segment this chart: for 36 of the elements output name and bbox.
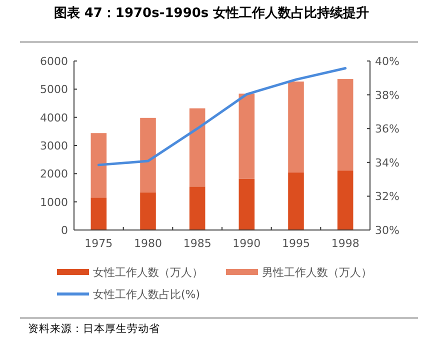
legend-label: 女性工作人数（万人） [93,266,203,279]
y-tick-label: 6000 [40,55,68,68]
bar [288,82,304,173]
legend-label: 男性工作人数（万人） [262,266,372,279]
bar [238,178,255,230]
legend-label: 女性工作人数占比(%) [93,288,200,301]
bar [288,172,304,230]
bar [189,108,206,187]
x-tick-label: 1985 [183,237,212,250]
bar [189,186,206,230]
y-tick-label: 5000 [40,83,68,96]
x-tick-label: 1975 [84,237,113,250]
bar [140,118,156,192]
bar [337,170,354,230]
y-tick-label: 1000 [40,196,68,209]
x-tick-label: 1998 [331,237,360,250]
bar [90,133,107,198]
x-tick-label: 1980 [134,237,162,250]
bar [238,94,255,179]
text: 资料来源：日本厚生劳动省 [28,322,160,335]
y2-tick-label: 40% [375,55,400,68]
y2-tick-label: 38% [375,88,400,102]
y2-tick-label: 36% [375,122,400,136]
bar [337,79,354,171]
bar [140,192,156,230]
y2-tick-label: 32% [375,190,400,204]
y2-tick-label: 34% [375,156,400,170]
y-tick-label: 4000 [40,111,68,124]
y-tick-label: 2000 [40,168,68,181]
y2-tick-label: 30% [375,224,400,237]
y-tick-label: 0 [61,224,68,237]
chart-title: 图表 47：1970s-1990s 女性工作人数占比持续提升 [54,5,370,21]
bar [90,198,107,230]
x-tick-label: 1990 [232,237,261,250]
x-tick-label: 1995 [282,237,310,250]
y-tick-label: 3000 [40,140,68,152]
